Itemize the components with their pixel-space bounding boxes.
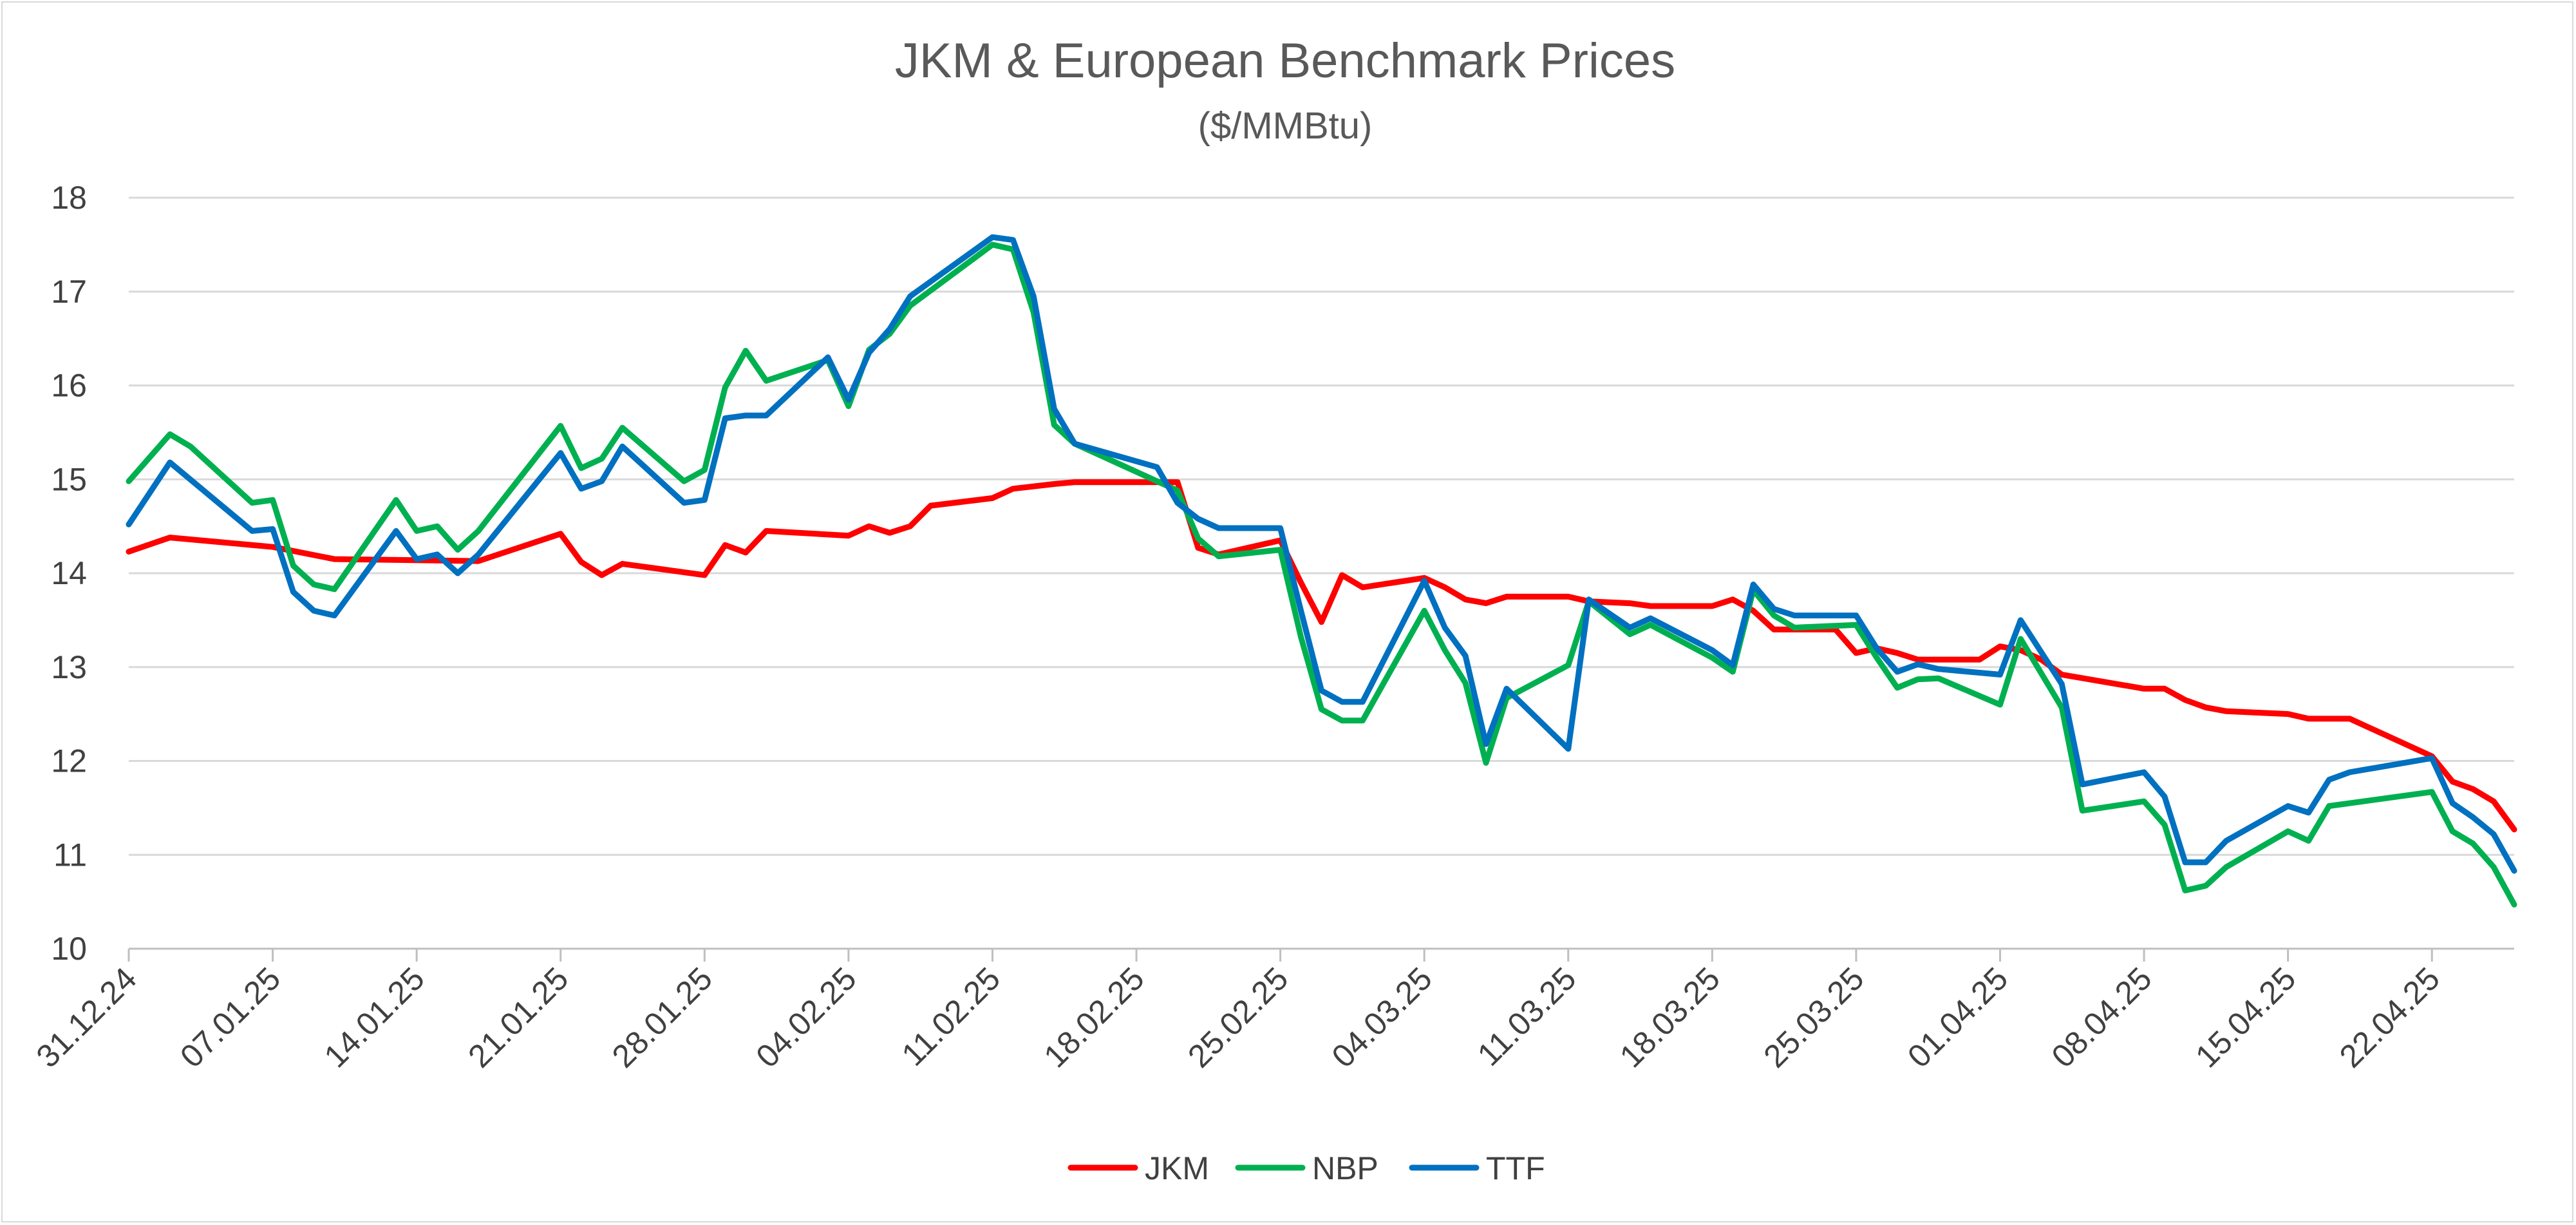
- x-tick-label: 01.04.25: [1901, 960, 2015, 1074]
- gridlines: [129, 196, 2514, 950]
- x-tick-label: 22.04.25: [2333, 960, 2447, 1074]
- y-tick-label: 16: [51, 368, 87, 404]
- series-line-ttf: [126, 234, 2517, 874]
- x-axis: 31.12.24 07.01.25 14.01.25 21.01.25 28.01.25…: [30, 947, 2514, 1074]
- legend-label-jkm: JKM: [1145, 1150, 1209, 1186]
- x-tick-label: 11.03.25: [1471, 960, 1583, 1073]
- x-tick-label: 18.02.25: [1037, 960, 1151, 1074]
- y-tick-label: 11: [53, 837, 87, 873]
- y-tick-label: 14: [51, 555, 87, 591]
- x-tick-label: 04.03.25: [1325, 960, 1439, 1074]
- y-axis-ticks: 10 11 12 13 14 15 16 17 18: [51, 180, 87, 967]
- x-tick-label: 08.04.25: [2045, 960, 2159, 1074]
- y-tick-label: 15: [51, 461, 87, 497]
- y-tick-label: 10: [51, 931, 87, 967]
- series-line-jkm: [126, 479, 2517, 833]
- x-tick-label: 25.03.25: [1756, 960, 1870, 1074]
- chart-subtitle: ($/MMBtu): [1198, 105, 1373, 147]
- legend-label-ttf: TTF: [1486, 1150, 1545, 1186]
- x-tick-label: 25.02.25: [1181, 960, 1295, 1074]
- y-tick-label: 13: [51, 649, 87, 685]
- y-tick-label: 18: [51, 180, 87, 216]
- x-tick-label: 14.01.25: [317, 960, 431, 1074]
- y-tick-label: 17: [51, 274, 87, 310]
- series-lines: [126, 234, 2517, 907]
- legend-label-nbp: NBP: [1312, 1150, 1378, 1186]
- chart-title: JKM & European Benchmark Prices: [895, 33, 1675, 88]
- x-tick-label: 21.01.25: [461, 960, 575, 1074]
- x-tick-label: 07.01.25: [173, 960, 287, 1074]
- x-tick-label: 18.03.25: [1613, 960, 1727, 1074]
- x-tick-label: 31.12.24: [30, 960, 144, 1074]
- x-tick-label: 28.01.25: [605, 960, 719, 1074]
- y-tick-label: 12: [51, 743, 87, 779]
- legend: JKM NBP TTF: [1067, 1150, 1545, 1186]
- series-line-nbp: [126, 242, 2517, 907]
- x-tick-label: 04.02.25: [749, 960, 863, 1074]
- x-tick-label: 11.02.25: [895, 960, 1008, 1073]
- x-tick-label: 15.04.25: [2188, 960, 2302, 1074]
